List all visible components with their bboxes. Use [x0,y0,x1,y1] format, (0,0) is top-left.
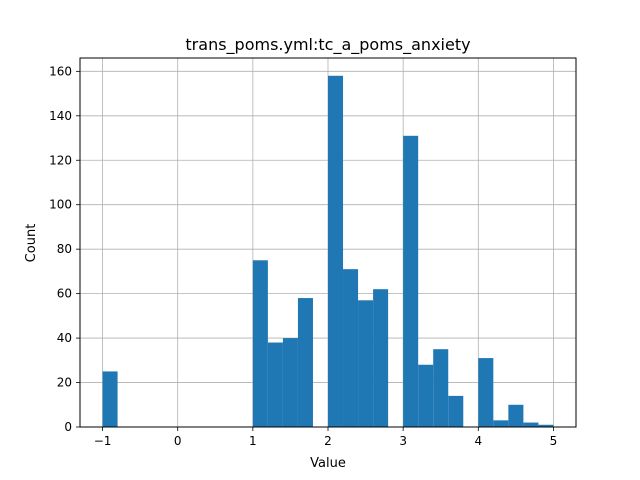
y-tick-label-3: 60 [57,287,72,301]
histogram-bar-12 [282,338,298,427]
y-tick-label-4: 80 [57,242,72,256]
y-tick-label-5: 100 [49,198,72,212]
histogram-bar-17 [358,300,374,427]
y-tick-label-7: 140 [49,109,72,123]
histogram-bars [102,75,554,427]
chart-title: trans_poms.yml:tc_a_poms_anxiety [185,35,470,55]
histogram-bar-11 [267,342,283,427]
histogram-bar-10 [252,260,268,427]
x-tick-label-2: 1 [249,434,257,448]
histogram-bar-21 [418,364,434,427]
y-tick-label-6: 120 [49,153,72,167]
y-tick-label-8: 160 [49,64,72,78]
histogram-bar-22 [433,349,449,427]
x-tick-label-5: 4 [474,434,482,448]
y-axis-label: Count [24,224,39,263]
histogram-bar-0 [102,371,118,427]
histogram-bar-28 [523,422,539,427]
x-tick-label-3: 2 [324,434,332,448]
histogram-bar-16 [343,269,359,427]
histogram-bar-20 [403,135,419,427]
histogram-bar-18 [373,289,389,427]
histogram-bar-27 [508,404,524,427]
y-tick-label-2: 40 [57,331,72,345]
x-tick-label-1: 0 [174,434,182,448]
histogram-bar-26 [493,420,509,427]
x-tick-label-6: 5 [550,434,558,448]
histogram-bar-25 [478,358,494,427]
histogram-bar-29 [538,424,554,427]
histogram-bar-23 [448,395,464,427]
y-tick-label-1: 20 [57,376,72,390]
histogram-bar-13 [297,298,313,427]
x-axis-label: Value [310,456,346,471]
axes: −1 0 1 2 3 4 5 0 20 40 60 80 100 120 140 160 [49,57,577,448]
x-tick-label-0: −1 [94,434,112,448]
x-tick-label-4: 3 [399,434,407,448]
y-tick-label-0: 0 [64,420,72,434]
histogram-bar-15 [328,75,344,427]
